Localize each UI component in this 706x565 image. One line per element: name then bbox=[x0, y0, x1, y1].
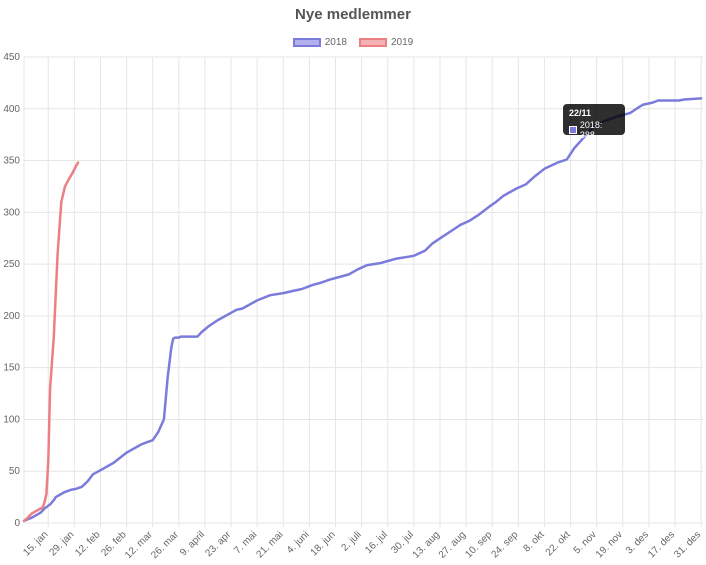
legend-label-2019: 2019 bbox=[391, 37, 414, 48]
x-tick-label: 26. mar bbox=[149, 529, 181, 561]
x-tick-label: 16. jul bbox=[363, 529, 390, 556]
legend-swatch-2019 bbox=[359, 38, 387, 47]
y-tick-label: 300 bbox=[3, 207, 20, 218]
x-tick-label: 19. nov bbox=[594, 529, 625, 560]
x-tick-label: 4. juni bbox=[285, 529, 312, 556]
y-tick-label: 200 bbox=[3, 311, 20, 322]
x-tick-label: 2. juli bbox=[339, 529, 363, 553]
tooltip-label: 2018: 388 bbox=[579, 120, 603, 140]
chart-title: Nye medlemmer bbox=[295, 6, 411, 23]
series-line-2019 bbox=[22, 161, 80, 523]
x-tick-label: 22. okt bbox=[544, 529, 573, 558]
legend-item-2019[interactable]: 2019 bbox=[359, 37, 413, 48]
legend-label-2018: 2018 bbox=[324, 37, 347, 48]
y-tick-label: 250 bbox=[3, 259, 20, 270]
y-tick-label: 400 bbox=[3, 104, 20, 115]
legend-item-2018[interactable]: 2018 bbox=[292, 37, 347, 48]
x-tick-label: 21. mai bbox=[254, 529, 285, 560]
x-tick-label: 15. jan bbox=[21, 529, 50, 558]
x-tick-label: 24. sep bbox=[489, 529, 520, 560]
x-tick-label: 12. mar bbox=[123, 529, 155, 561]
tooltip-title: 22/11 bbox=[569, 108, 592, 118]
x-tick-label: 18. jun bbox=[309, 529, 338, 558]
y-tick-label: 100 bbox=[3, 414, 20, 425]
x-tick-label: 17. des bbox=[646, 529, 677, 560]
x-tick-label: 27. aug bbox=[437, 529, 468, 560]
tooltip-swatch bbox=[569, 126, 577, 134]
x-tick-label: 9. april bbox=[178, 529, 207, 558]
x-tick-label: 12. feb bbox=[73, 529, 103, 559]
y-tick-label: 0 bbox=[14, 518, 20, 529]
series-line-2018 bbox=[22, 97, 703, 523]
x-tick-label: 10. sep bbox=[463, 529, 494, 560]
y-tick-label: 350 bbox=[3, 156, 20, 167]
chart-legend: 2018 2019 bbox=[0, 37, 706, 48]
y-tick-label: 50 bbox=[9, 466, 21, 477]
chart-tooltip: 22/11 2018: 388 bbox=[563, 104, 625, 140]
y-tick-label: 450 bbox=[3, 52, 20, 63]
x-tick-label: 13. aug bbox=[411, 529, 442, 560]
x-tick-label: 23. apr bbox=[203, 529, 233, 559]
legend-swatch-2018 bbox=[292, 38, 321, 47]
x-tick-label: 31. des bbox=[672, 529, 703, 560]
x-tick-label: 29. jan bbox=[47, 529, 76, 558]
y-tick-label: 150 bbox=[3, 363, 20, 374]
